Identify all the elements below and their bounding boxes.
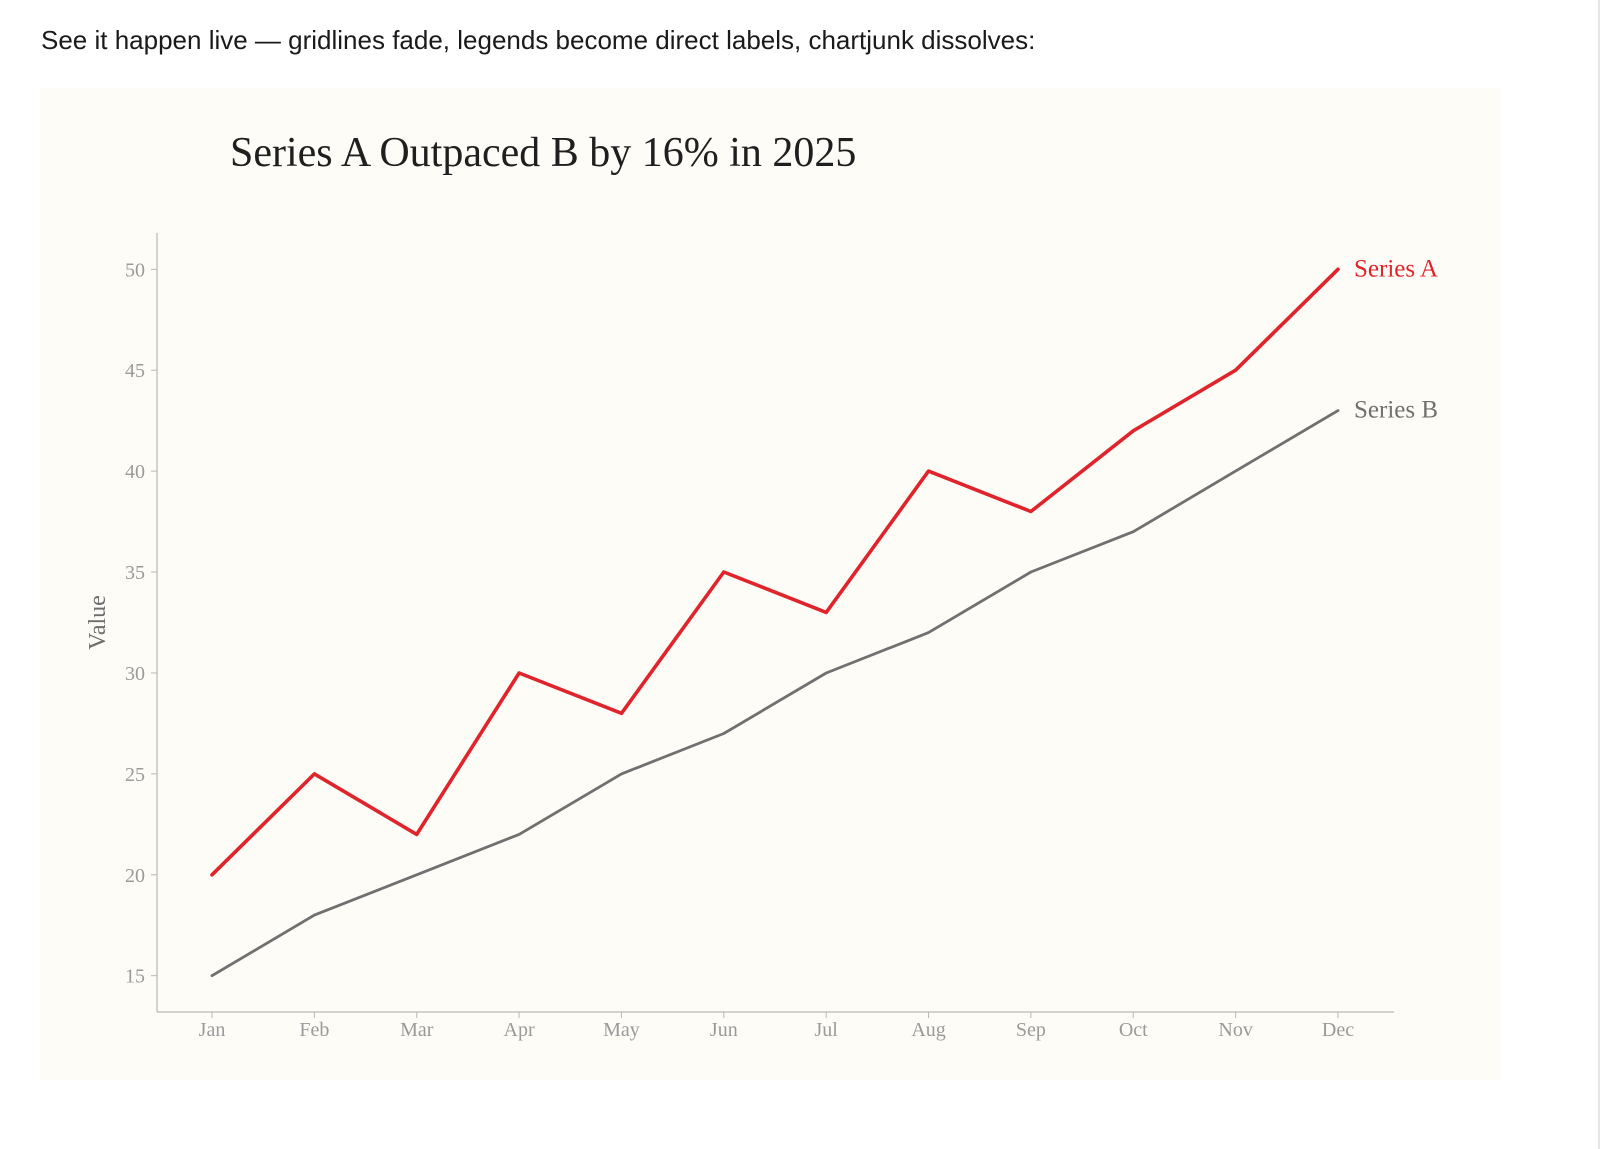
y-tick-label: 40	[125, 461, 145, 483]
series-label-b: Series B	[1354, 397, 1438, 424]
x-tick-label: Apr	[504, 1019, 535, 1041]
series-labels: Series A Series B	[1354, 255, 1438, 423]
x-tick-label: Jan	[199, 1019, 226, 1041]
intro-text: See it happen live — gridlines fade, leg…	[41, 25, 1036, 55]
y-tick-label: 30	[125, 663, 145, 685]
x-tick-label: Jul	[815, 1019, 839, 1041]
y-tick-label: 15	[125, 966, 145, 988]
y-tick-label: 35	[125, 562, 145, 584]
x-tick-label: Nov	[1218, 1019, 1252, 1041]
x-tick-label: Feb	[299, 1019, 329, 1041]
x-tick-label: Jun	[710, 1019, 738, 1041]
x-tick-label: Aug	[911, 1019, 945, 1041]
axes: 15 20 25 30 35 40 45 50 Jan Feb Mar Apr May Jun Jul Aug…	[85, 233, 1394, 1041]
series-line-b	[210, 409, 1340, 978]
y-axis-title: Value	[85, 595, 111, 650]
x-tick-label: Mar	[400, 1019, 434, 1041]
y-tick-label: 50	[125, 259, 145, 281]
chart-title: Series A Outpaced B by 16% in 2025	[230, 130, 856, 176]
x-tick-label: Sep	[1016, 1019, 1046, 1041]
series-lines	[210, 267, 1340, 978]
x-tick-label: May	[603, 1019, 640, 1041]
y-tick-label: 20	[125, 865, 145, 887]
y-tick-label: 45	[125, 360, 145, 382]
x-tick-label: Oct	[1119, 1019, 1148, 1041]
x-tick-label: Dec	[1322, 1019, 1354, 1041]
chart-panel: Series A Outpaced B by 16% in 2025 15 20 2…	[40, 88, 1502, 1080]
series-label-a: Series A	[1354, 255, 1438, 282]
y-tick-label: 25	[125, 764, 145, 786]
line-chart: Series A Outpaced B by 16% in 2025 15 20 2…	[85, 130, 1438, 1041]
series-line-a	[210, 267, 1340, 877]
